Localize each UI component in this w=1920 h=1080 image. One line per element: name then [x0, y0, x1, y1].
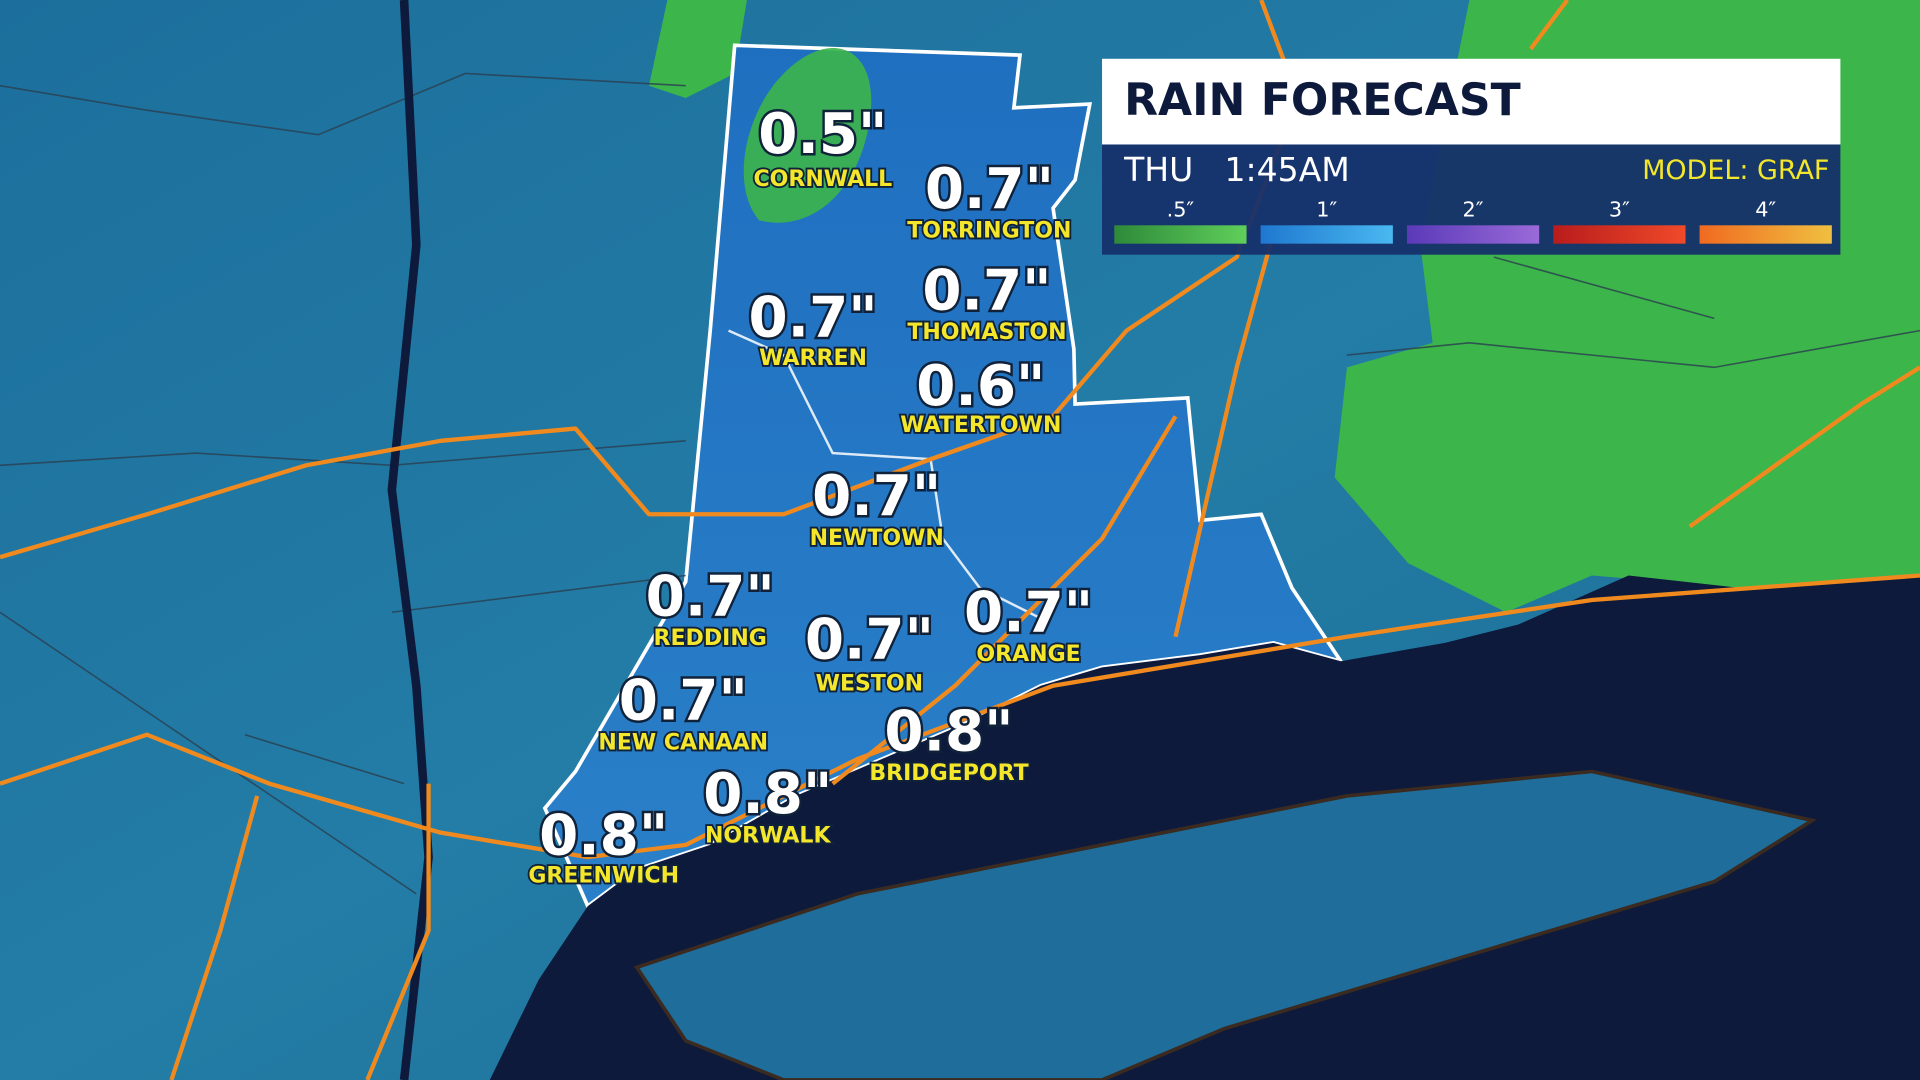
rain-amount: 0.8": [884, 699, 1013, 764]
town-name: WARREN: [759, 346, 867, 371]
rain-amount: 0.7": [964, 581, 1093, 646]
border-lines: [0, 72, 1920, 895]
rain-amount: 0.7": [922, 259, 1051, 324]
rain-amount: 0.7": [749, 285, 878, 350]
rain-amount: 0.7": [619, 669, 748, 734]
legend-swatch: [1553, 225, 1686, 244]
forecast-panel: RAIN FORECAST THU 1:45AM MODEL: GRAF .5″…: [1102, 58, 1841, 255]
time: 1:45AM: [1224, 150, 1349, 189]
legend-label: 4″: [1755, 198, 1776, 222]
rain-amount: 0.7": [805, 607, 934, 672]
legend-swatch: [1406, 225, 1540, 244]
legend-swatch: [1699, 225, 1832, 244]
title-box: [1102, 58, 1841, 145]
town-name: NEWTOWN: [810, 526, 944, 551]
town-name: BRIDGEPORT: [869, 761, 1028, 786]
green-rain-area: [743, 47, 872, 223]
town-name: REDDING: [654, 626, 767, 651]
town-name: ORANGE: [976, 642, 1080, 667]
rain-amount: 0.7": [925, 157, 1054, 222]
town-name: CORNWALL: [753, 167, 892, 192]
legend-label: 1″: [1316, 198, 1337, 222]
rain-amount: 0.7": [646, 565, 775, 630]
long-island: [633, 769, 1818, 1080]
town-name: TORRINGTON: [907, 218, 1071, 243]
model: MODEL: GRAF: [1642, 155, 1829, 186]
rain-amount: 0.7": [812, 464, 941, 529]
legend-label: 2″: [1463, 198, 1484, 222]
green-rain-area: [648, 0, 747, 98]
town-name: WATERTOWN: [900, 413, 1061, 438]
day: THU: [1123, 150, 1193, 189]
town-name: WESTON: [816, 671, 923, 696]
legend-swatch: [1260, 225, 1393, 244]
town-name: NEW CANAAN: [598, 730, 768, 755]
rain-amount: 0.8": [539, 803, 668, 868]
hudson-river: [387, 0, 433, 1080]
town-name: THOMASTON: [907, 320, 1066, 345]
legend-label: .5″: [1167, 198, 1195, 222]
rain-amount: 0.6": [916, 354, 1045, 419]
legend: .5″ 1″ 2″ 3″ 4″: [1114, 198, 1832, 244]
legend-label: 3″: [1609, 198, 1630, 222]
title: RAIN FORECAST: [1124, 75, 1521, 126]
town-name: GREENWICH: [528, 864, 679, 889]
town-name: NORWALK: [705, 823, 832, 848]
town-labels: 0.5"CORNWALL 0.7"TORRINGTON0.7"WARREN0.7"…: [526, 99, 1095, 890]
legend-swatch: [1114, 225, 1247, 244]
rain-amount: 0.5": [758, 102, 887, 167]
rain-amount: 0.8": [703, 762, 832, 827]
